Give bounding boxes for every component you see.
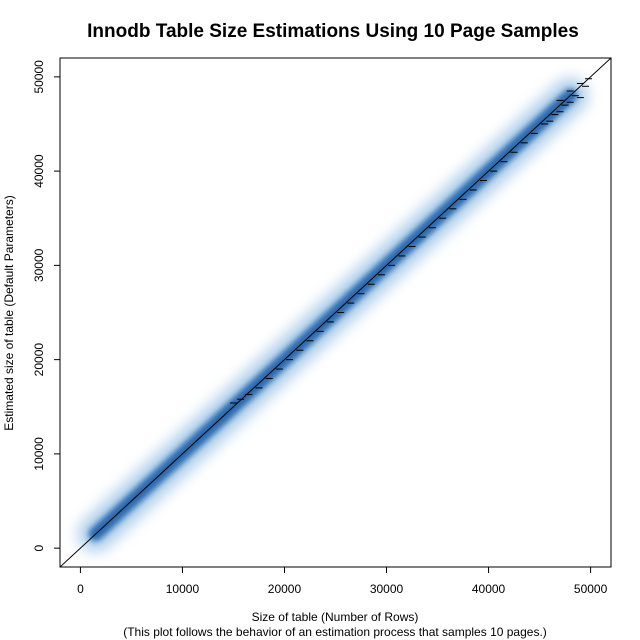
x-axis: 0 10000 20000 30000 40000 50000 [77, 567, 608, 596]
reference-line [60, 58, 611, 567]
y-tick-label: 10000 [32, 437, 46, 471]
chart-title: Innodb Table Size Estimations Using 10 P… [87, 21, 579, 42]
x-tick-label: 10000 [166, 582, 200, 596]
x-tick-label: 0 [77, 582, 84, 596]
x-tick-label: 20000 [268, 582, 302, 596]
x-axis-sublabel: (This plot follows the behavior of an es… [123, 625, 547, 639]
y-tick-label: 50000 [32, 60, 46, 94]
x-axis-label: Size of table (Number of Rows) [252, 610, 419, 624]
x-tick-label: 40000 [472, 582, 506, 596]
plot-area [60, 58, 611, 567]
y-tick-label: 40000 [32, 154, 46, 188]
y-axis: 0 10000 20000 30000 40000 50000 [32, 60, 60, 551]
x-tick-label: 50000 [574, 582, 608, 596]
y-axis-label: Estimated size of table (Default Paramet… [2, 195, 16, 430]
y-tick-label: 20000 [32, 343, 46, 377]
plot-frame [59, 57, 612, 568]
x-tick-label: 30000 [370, 582, 404, 596]
outlier-dashes [229, 78, 593, 404]
y-tick-label: 0 [32, 544, 46, 551]
y-tick-label: 30000 [32, 248, 46, 282]
